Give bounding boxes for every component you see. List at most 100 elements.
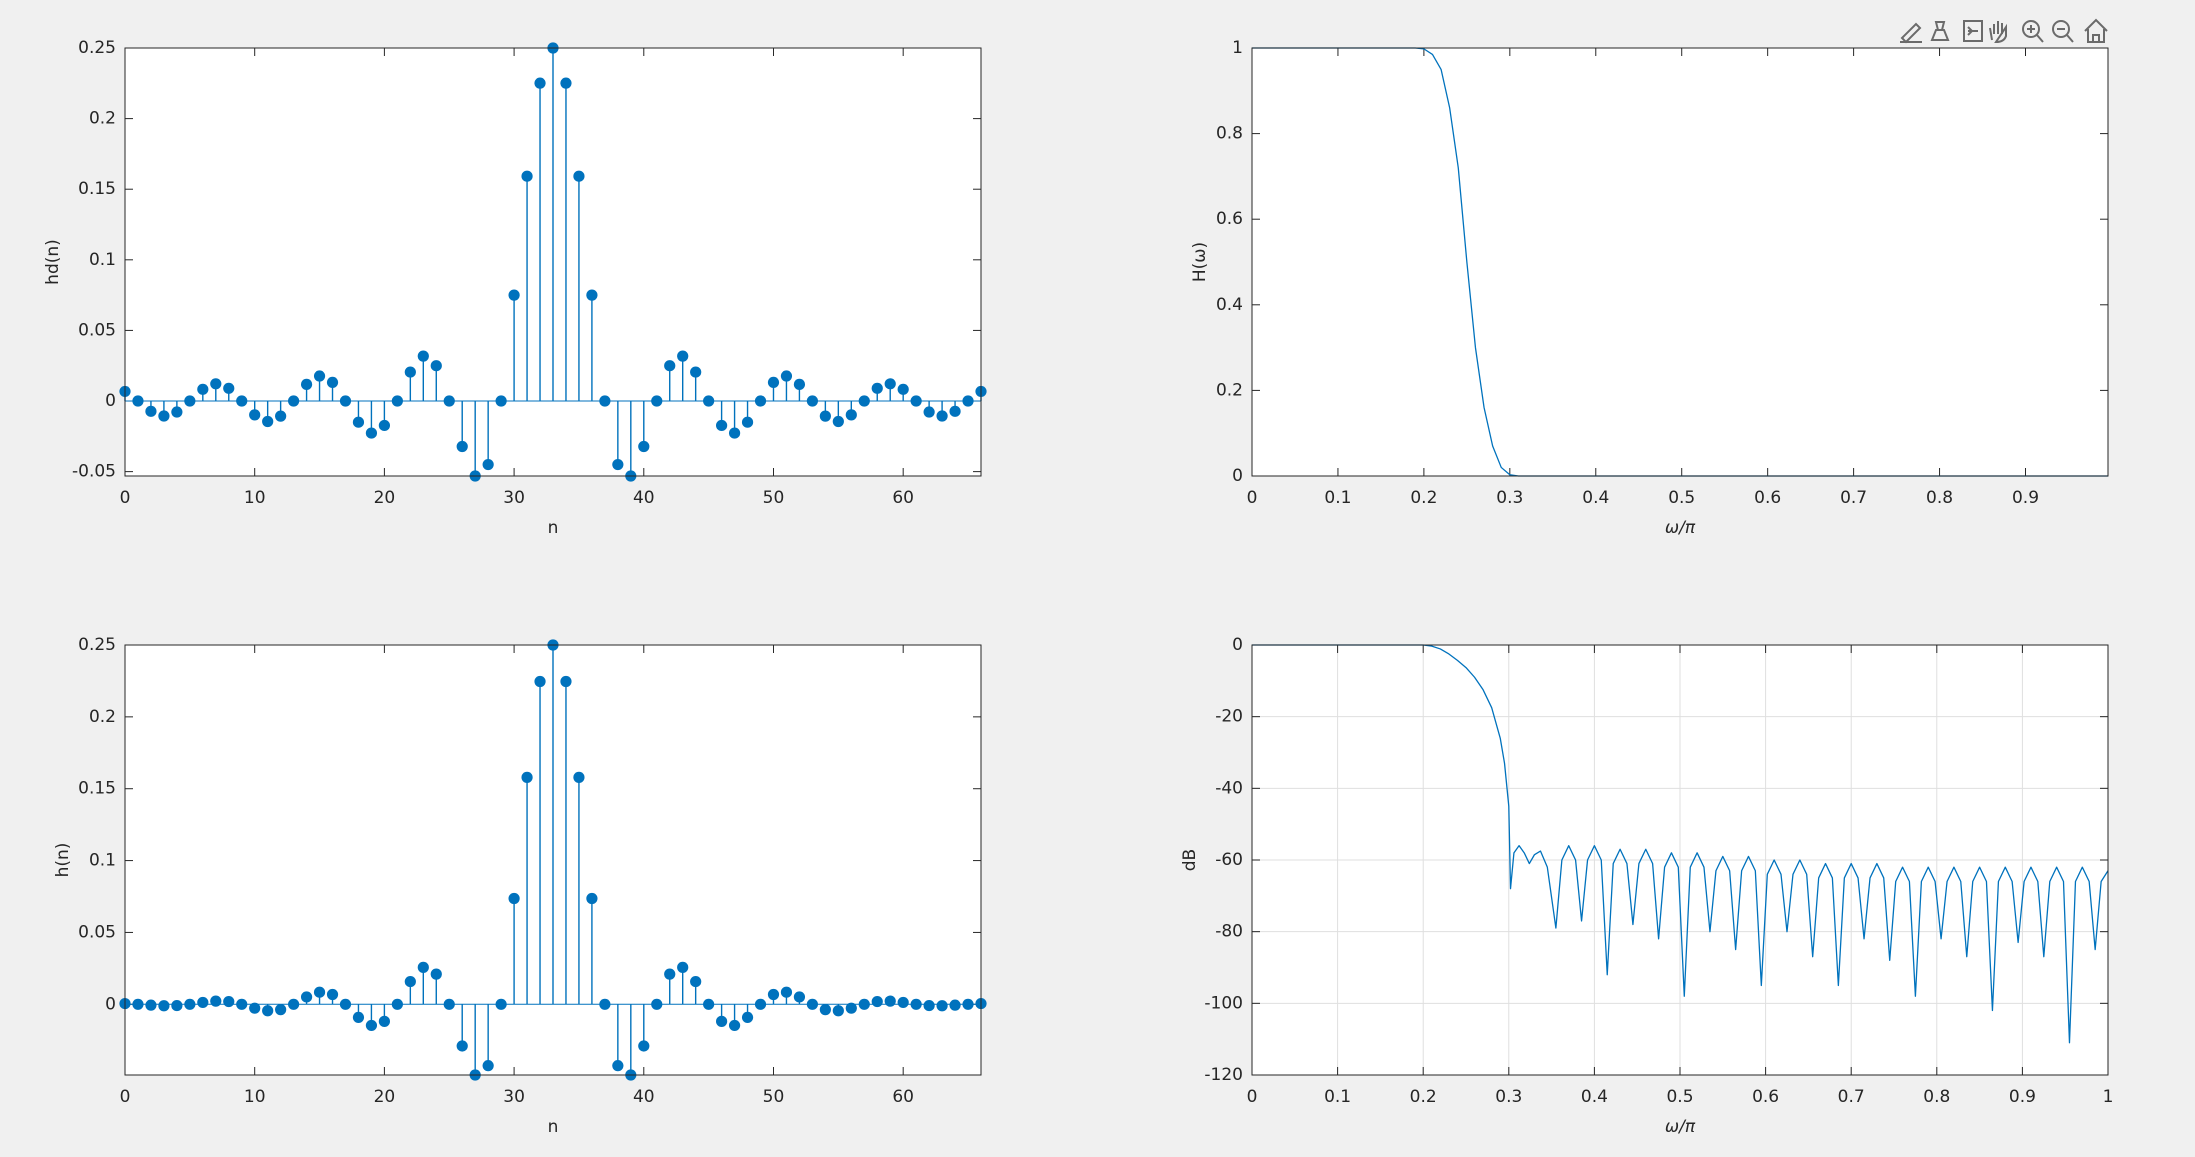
stem-marker (236, 998, 248, 1010)
stem-marker (352, 1011, 365, 1023)
stem-marker (404, 366, 416, 378)
stem-marker (819, 410, 831, 422)
y-tick-label: 0.15 (78, 779, 116, 799)
stem-marker (443, 395, 455, 407)
x-tick-label: 30 (503, 488, 525, 508)
stem-marker (456, 440, 468, 453)
zoom-out-tool[interactable] (2052, 20, 2074, 43)
axes: 0 0.1 0.2 0.3 0.4 0.5 0.6 0.7 0.8 0.9 0 0.2 0.4 0.6 0.… (1190, 38, 2109, 538)
stem-marker (716, 419, 728, 432)
axes: 0 10 20 30 40 50 60-0.0500.050.10.150.20.25nhd… (43, 38, 987, 538)
stem-marker (612, 1060, 624, 1072)
stem-marker (599, 998, 611, 1010)
datatip-tool[interactable] (1930, 21, 1950, 41)
stem-marker (326, 988, 339, 1001)
stem-marker (754, 998, 767, 1010)
x-tick-label: 0.1 (1324, 488, 1351, 508)
stem-marker (573, 771, 585, 783)
y-tick-label: 0 (105, 994, 116, 1014)
stem-marker (495, 998, 507, 1010)
y-tick-label: 0.05 (78, 922, 116, 942)
x-tick-label: 0 (120, 488, 131, 508)
stem-marker (767, 376, 780, 388)
stem-marker (780, 986, 793, 998)
pan-tool[interactable] (1989, 21, 2007, 44)
y-axis-label: hd(n) (43, 239, 63, 285)
stem-marker (391, 998, 403, 1010)
stem-marker (352, 416, 365, 428)
stem-marker (780, 370, 793, 382)
stem-marker (145, 405, 157, 417)
stem-marker (690, 975, 702, 988)
stem-marker (339, 998, 352, 1010)
y-tick-label: -20 (1215, 707, 1243, 727)
x-axis-label: n (548, 1117, 559, 1137)
stem-marker (417, 350, 429, 362)
stem-marker (171, 999, 183, 1012)
stem-marker (586, 289, 598, 301)
x-tick-label: 50 (763, 488, 785, 508)
stem-marker (184, 998, 196, 1010)
stem-marker (365, 427, 378, 439)
stem-marker (508, 289, 520, 301)
y-tick-label: 0.2 (1216, 380, 1243, 400)
stem-marker (249, 409, 261, 421)
stem-marker (741, 1011, 754, 1023)
stem-marker (910, 998, 922, 1010)
x-tick-label: 50 (763, 1087, 785, 1107)
y-tick-label: 0.1 (89, 851, 116, 871)
stem-marker (962, 998, 974, 1010)
x-tick-label: 0.5 (1666, 1087, 1693, 1107)
x-tick-label: 0.3 (1496, 488, 1523, 508)
x-tick-label: 0.5 (1668, 488, 1695, 508)
stem-marker (638, 440, 650, 453)
stem-marker (832, 415, 844, 428)
stem-marker (132, 395, 144, 407)
stem-marker (716, 1015, 728, 1027)
brush-tool[interactable] (1900, 22, 1922, 44)
stem-marker (223, 382, 235, 394)
stem-marker (430, 968, 442, 980)
stem-marker (184, 395, 196, 407)
stem-marker (378, 419, 390, 432)
axes-box (124, 47, 982, 477)
x-tick-label: 0.9 (2012, 488, 2039, 508)
stem-marker (158, 1000, 170, 1012)
stem-marker (884, 378, 896, 390)
x-tick-label: 0.2 (1410, 1087, 1437, 1107)
x-tick-label: 0.7 (1840, 488, 1867, 508)
x-tick-label: 0.3 (1495, 1087, 1522, 1107)
stem-marker (871, 382, 883, 394)
stem-marker (936, 1000, 948, 1012)
x-tick-label: 0.2 (1410, 488, 1437, 508)
x-tick-label: 0.4 (1581, 1087, 1608, 1107)
axes-box (124, 644, 982, 1076)
stem-marker (936, 410, 948, 422)
y-tick-label: 0.2 (89, 707, 116, 727)
stem-marker (275, 1004, 287, 1016)
stem-marker (651, 998, 663, 1010)
response-line (1252, 47, 2108, 477)
stem-marker (858, 998, 870, 1010)
home-tool[interactable] (2084, 18, 2108, 43)
x-tick-label: 10 (244, 488, 266, 508)
stem-marker (962, 395, 974, 407)
stem-marker (832, 1005, 844, 1017)
stem-marker (923, 406, 935, 418)
stem-marker (871, 995, 883, 1008)
stem-marker (534, 77, 546, 89)
zoom-in-tool[interactable] (2022, 20, 2044, 43)
stem-marker (495, 395, 507, 407)
insert-tool[interactable] (1963, 20, 1983, 42)
y-axis-label: h(n) (53, 843, 73, 878)
stem-marker (378, 1015, 390, 1027)
axes-toolbar[interactable] (1900, 18, 2108, 44)
stem-marker (521, 771, 533, 783)
axes-box (1251, 644, 2109, 1076)
stem-marker (806, 998, 818, 1010)
stem-marker (391, 395, 403, 407)
x-tick-label: 20 (374, 1087, 396, 1107)
stem-marker (521, 170, 533, 182)
stem-marker (910, 395, 922, 407)
stem-marker (223, 995, 235, 1008)
